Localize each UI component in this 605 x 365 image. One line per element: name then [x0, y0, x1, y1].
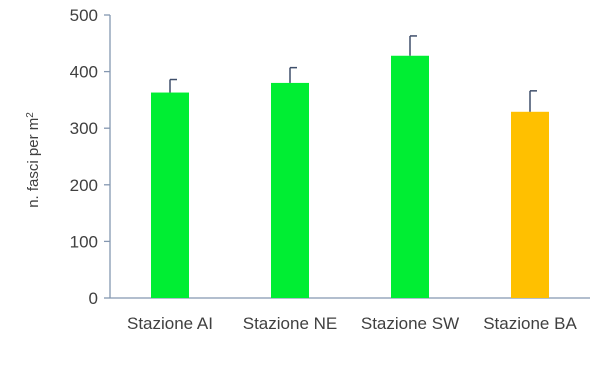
y-axis-label: n. fasci per m2 — [25, 112, 43, 208]
y-ticks: 0 100 200 300 400 500 — [70, 6, 110, 308]
bar — [391, 55, 429, 298]
bars — [151, 55, 549, 299]
category-label: Stazione AI — [127, 314, 213, 333]
category-label: Stazione SW — [361, 314, 459, 333]
y-tick-label: 400 — [70, 63, 98, 82]
bar — [511, 111, 549, 298]
y-tick-label: 500 — [70, 6, 98, 25]
error-bars — [169, 35, 537, 112]
y-tick-label: 200 — [70, 176, 98, 195]
bar — [151, 92, 189, 299]
category-label: Stazione BA — [483, 314, 577, 333]
y-axis-label-superscript: 2 — [25, 112, 36, 118]
y-tick-label: 0 — [89, 289, 98, 308]
category-label: Stazione NE — [243, 314, 338, 333]
y-tick-label: 300 — [70, 119, 98, 138]
y-axis-label-text: n. fasci per m — [25, 118, 42, 208]
y-tick-label: 100 — [70, 232, 98, 251]
category-labels: Stazione AI Stazione NE Stazione SW Stazion… — [127, 314, 577, 333]
bar — [271, 82, 309, 298]
